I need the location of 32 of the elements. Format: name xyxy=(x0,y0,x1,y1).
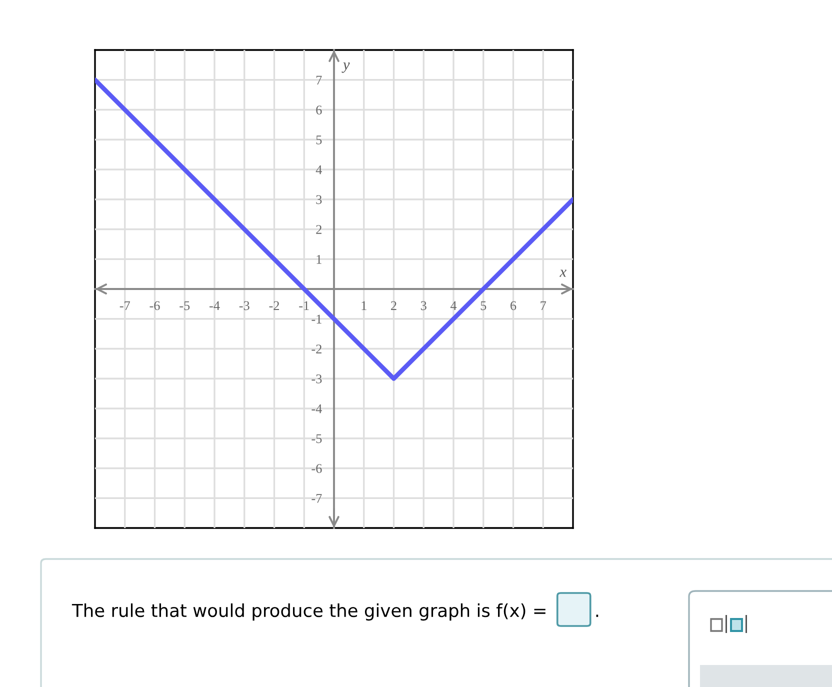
y-tick-label: 5 xyxy=(316,136,322,144)
y-tick-label: 7 xyxy=(316,76,322,84)
x-tick-label: 5 xyxy=(480,301,486,310)
y-tick-label: -1 xyxy=(312,314,322,324)
x-tick-label: -3 xyxy=(239,301,250,310)
x-tick-label: 1 xyxy=(362,301,366,310)
text: The rule that would produce the given graph is f(x) = xyxy=(72,603,546,621)
x-tick-label: 6 xyxy=(510,301,516,310)
x-tick-label: 3 xyxy=(420,301,426,310)
x-tick-label: -4 xyxy=(209,301,220,310)
x-tick-label: 2 xyxy=(391,301,396,310)
x-tick-label: -7 xyxy=(120,301,130,310)
y-tick-label: 2 xyxy=(316,225,322,234)
y-tick-label: -4 xyxy=(312,404,322,414)
y-tick-label: -6 xyxy=(312,464,322,473)
y-tick-label: 6 xyxy=(316,106,322,114)
x-axis-title: x xyxy=(560,270,566,277)
x-tick-label: 4 xyxy=(450,301,457,310)
y-tick-label: 1 xyxy=(316,254,322,264)
y-tick-label: -5 xyxy=(312,434,322,444)
y-tick-label: -7 xyxy=(312,494,322,503)
y-axis-title: y xyxy=(342,62,350,73)
x-tick-label: -6 xyxy=(150,301,160,310)
x-tick-label: -5 xyxy=(180,301,190,310)
y-tick-label: -3 xyxy=(312,374,322,384)
y-tick-label: 4 xyxy=(316,165,322,174)
y-tick-label: 3 xyxy=(316,195,322,204)
x-tick-label: 7 xyxy=(540,301,546,310)
y-tick-label: -2 xyxy=(312,344,322,354)
x-tick-label: -2 xyxy=(269,301,280,310)
text: . xyxy=(596,614,598,617)
x-tick-label: -1 xyxy=(299,301,309,310)
